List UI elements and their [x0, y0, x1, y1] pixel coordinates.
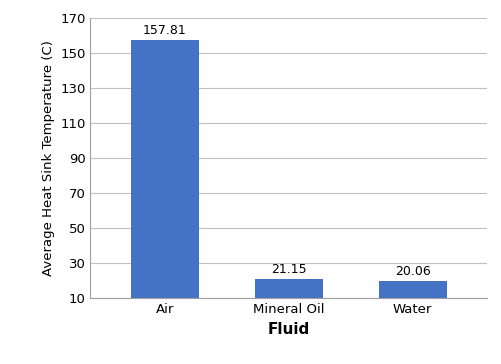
- Text: 157.81: 157.81: [143, 24, 186, 37]
- Y-axis label: Average Heat Sink Temperature (C): Average Heat Sink Temperature (C): [42, 40, 55, 276]
- Bar: [130, 40, 198, 316]
- X-axis label: Fluid: Fluid: [267, 322, 309, 337]
- Text: 21.15: 21.15: [271, 263, 306, 276]
- Text: 20.06: 20.06: [394, 265, 429, 278]
- Bar: [254, 279, 322, 316]
- Bar: [378, 281, 446, 316]
